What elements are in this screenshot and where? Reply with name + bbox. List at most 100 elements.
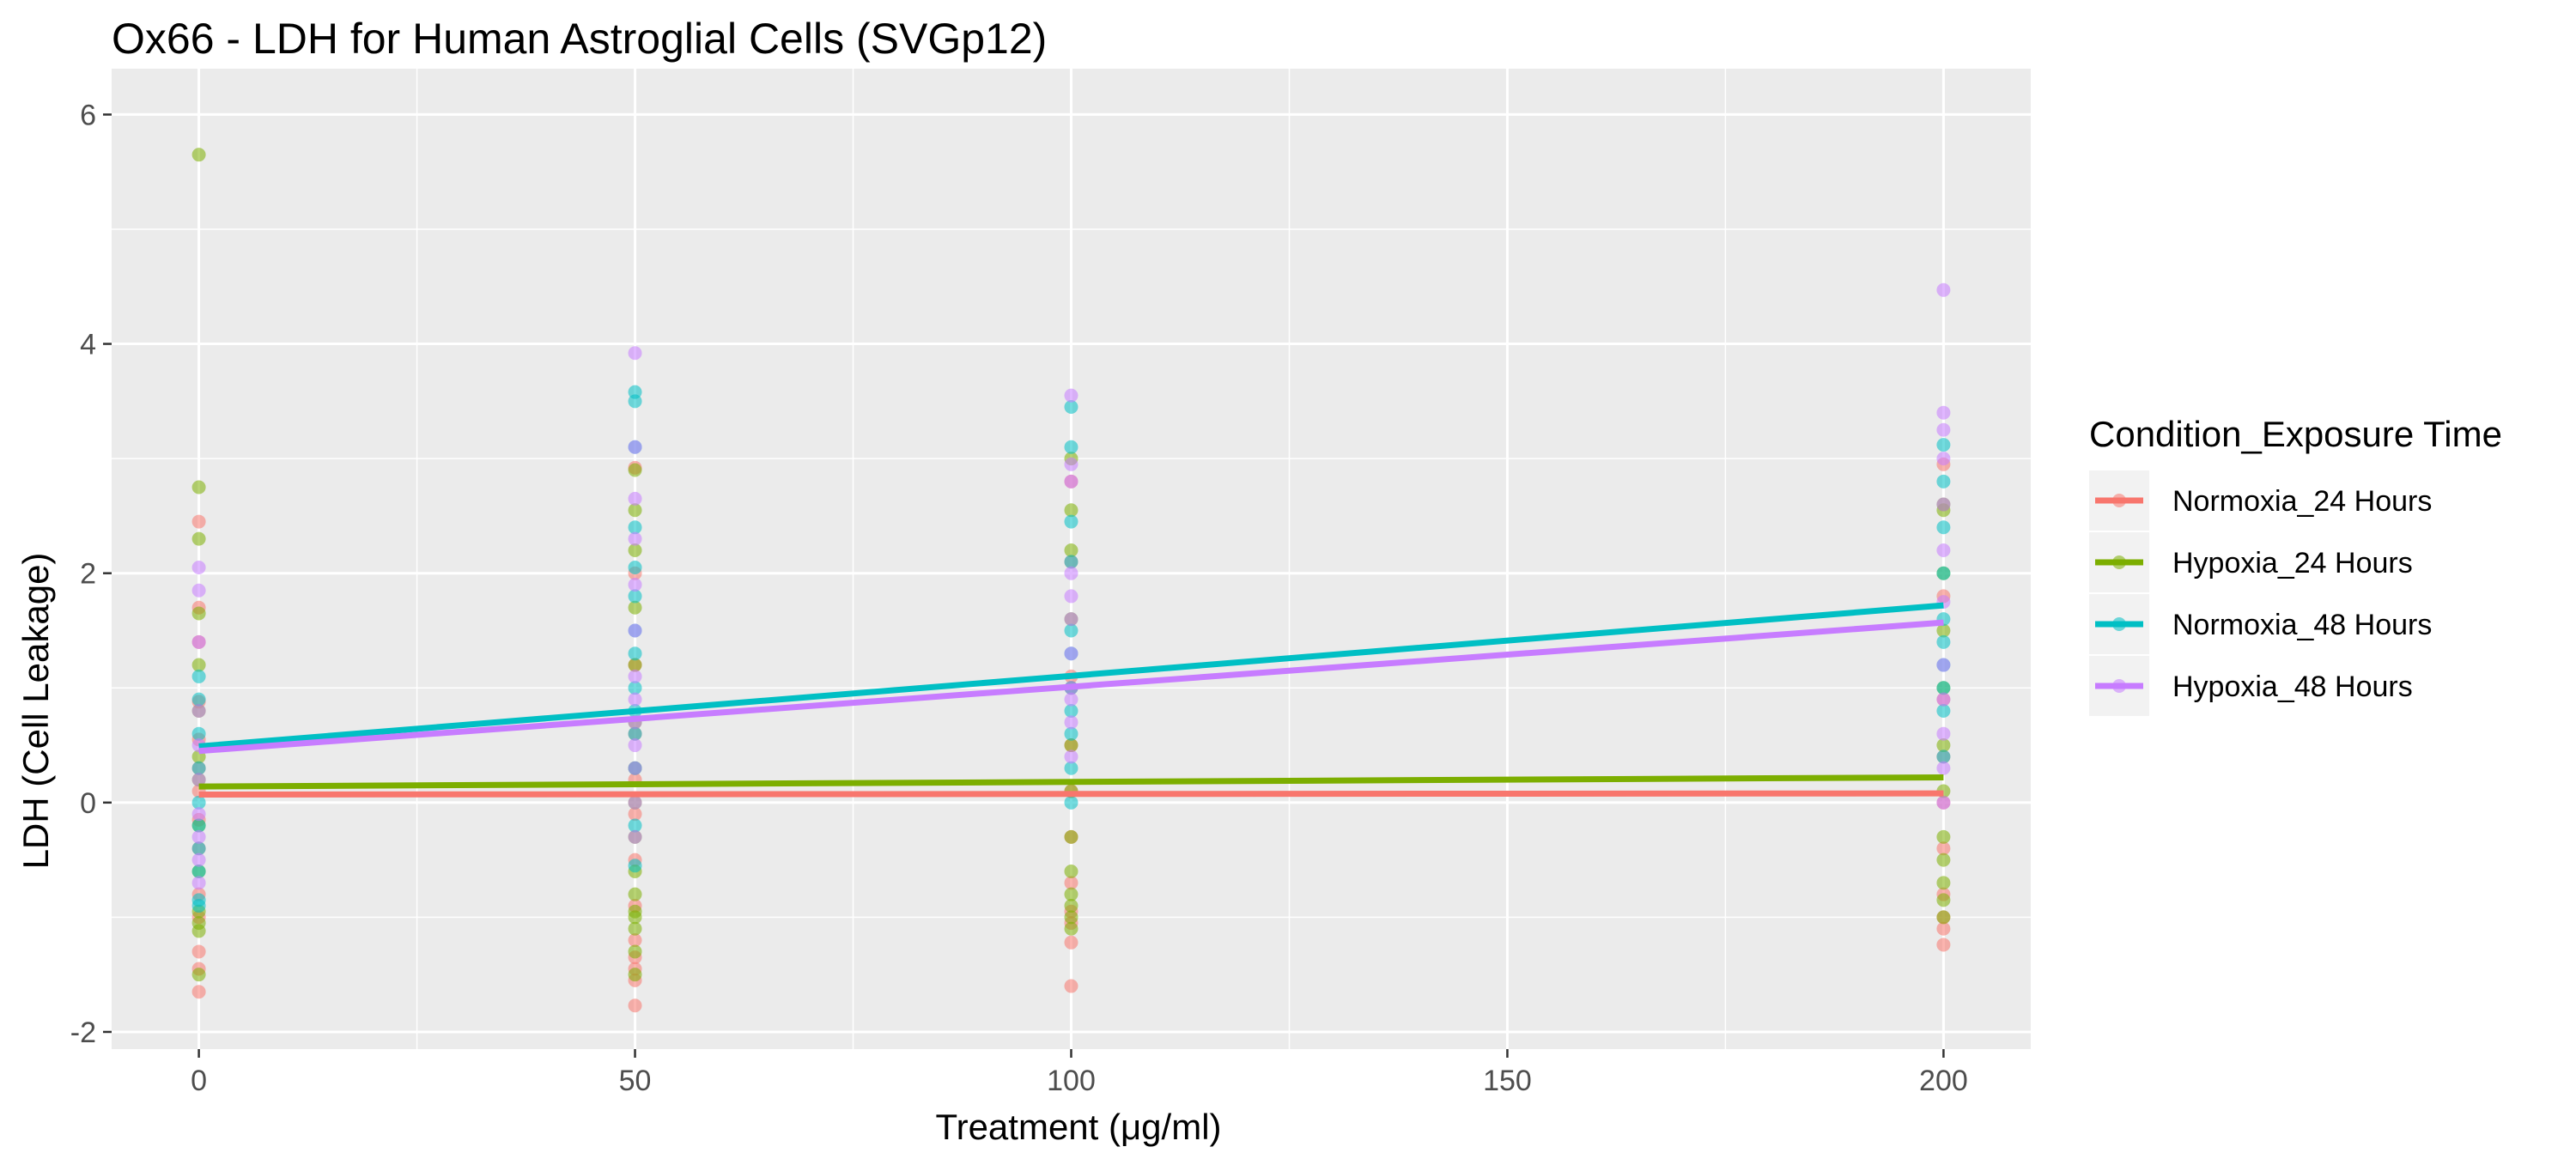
x-tick-label: 150 <box>1483 1065 1532 1097</box>
data-point <box>191 480 206 495</box>
data-point <box>628 921 642 936</box>
data-point <box>191 583 206 598</box>
chart-title: Ox66 - LDH for Human Astroglial Cells (S… <box>112 15 1047 63</box>
data-point <box>1064 400 1078 415</box>
legend-key-point <box>2112 494 2126 507</box>
data-point <box>1936 795 1951 810</box>
data-point <box>628 795 642 810</box>
legend-label: Hypoxia_48 Hours <box>2172 671 2413 703</box>
data-point <box>628 658 642 672</box>
data-point <box>1936 422 1951 437</box>
y-tick-label: 6 <box>80 99 96 131</box>
data-point <box>1064 921 1078 936</box>
data-point <box>628 807 642 822</box>
y-tick-label: 2 <box>80 558 96 591</box>
data-point <box>191 726 206 741</box>
legend-label: Normoxia_48 Hours <box>2172 609 2432 641</box>
data-point <box>1936 497 1951 512</box>
x-tick-label: 100 <box>1047 1065 1096 1097</box>
data-point <box>1936 282 1951 297</box>
data-point <box>191 876 206 890</box>
legend-title: Condition_Exposure Time <box>2089 414 2502 454</box>
data-point <box>1936 910 1951 925</box>
data-point <box>1936 692 1951 707</box>
data-point <box>1936 738 1951 753</box>
fit-line <box>198 602 1944 749</box>
data-point <box>1064 555 1078 569</box>
data-point <box>191 795 206 810</box>
data-point <box>1064 749 1078 764</box>
data-point <box>1936 634 1951 649</box>
data-point <box>1064 979 1078 993</box>
data-point <box>1064 623 1078 638</box>
data-point <box>191 148 206 162</box>
data-point <box>628 738 642 753</box>
y-tick-label: 4 <box>80 329 96 361</box>
data-point <box>1936 520 1951 535</box>
data-point <box>1064 388 1078 403</box>
data-point <box>1936 703 1951 718</box>
data-point <box>1936 681 1951 695</box>
data-point <box>1064 910 1078 925</box>
data-point <box>1064 440 1078 454</box>
data-point <box>1064 795 1078 810</box>
data-point <box>1064 612 1078 627</box>
data-point <box>191 658 206 672</box>
x-tick-label: 50 <box>619 1065 652 1097</box>
data-point <box>191 968 206 982</box>
data-point <box>1936 405 1951 420</box>
data-point <box>628 520 642 535</box>
data-point <box>1936 921 1951 936</box>
data-point <box>628 968 642 982</box>
data-point <box>1064 457 1078 471</box>
data-point <box>1936 658 1951 672</box>
data-point <box>1936 452 1951 466</box>
data-point <box>191 773 206 787</box>
data-point <box>191 692 206 707</box>
data-point <box>628 394 642 409</box>
data-point <box>191 669 206 683</box>
data-point <box>628 681 642 695</box>
data-point <box>1936 893 1951 907</box>
data-point <box>1064 543 1078 557</box>
data-point <box>1064 514 1078 529</box>
data-point <box>628 503 642 518</box>
data-point <box>191 807 206 822</box>
axis-ticks: 0 50 100 150 200 -2 0 2 4 6 <box>70 99 1968 1097</box>
data-point <box>191 634 206 649</box>
legend-key-point <box>2112 679 2126 693</box>
data-point <box>191 561 206 575</box>
fit-line <box>198 774 1944 790</box>
data-point <box>628 646 642 661</box>
data-point <box>628 933 642 948</box>
data-point <box>1936 841 1951 856</box>
legend-label: Normoxia_24 Hours <box>2172 485 2432 518</box>
data-point <box>191 944 206 959</box>
data-point <box>1064 887 1078 901</box>
data-point <box>628 561 642 575</box>
data-point <box>191 703 206 718</box>
fit-line <box>198 790 1944 798</box>
data-point <box>628 440 642 454</box>
data-point <box>191 818 206 833</box>
data-point <box>628 761 642 775</box>
legend: Condition_Exposure Time Normoxia_24 Hour… <box>2089 414 2502 716</box>
x-axis-title: Treatment (μg/ml) <box>935 1107 1221 1147</box>
data-point <box>1064 738 1078 753</box>
data-point <box>628 818 642 833</box>
data-point <box>628 887 642 901</box>
data-point <box>1064 899 1078 913</box>
data-point <box>1064 589 1078 604</box>
data-point <box>191 841 206 856</box>
data-point <box>191 514 206 529</box>
data-point <box>628 998 642 1013</box>
data-point <box>1936 938 1951 952</box>
data-point <box>1936 623 1951 638</box>
data-point <box>191 899 206 913</box>
data-point <box>1936 543 1951 557</box>
data-point <box>628 543 642 557</box>
data-point <box>628 491 642 506</box>
data-points <box>191 148 1951 1013</box>
data-point <box>1064 566 1078 580</box>
data-point <box>628 589 642 604</box>
